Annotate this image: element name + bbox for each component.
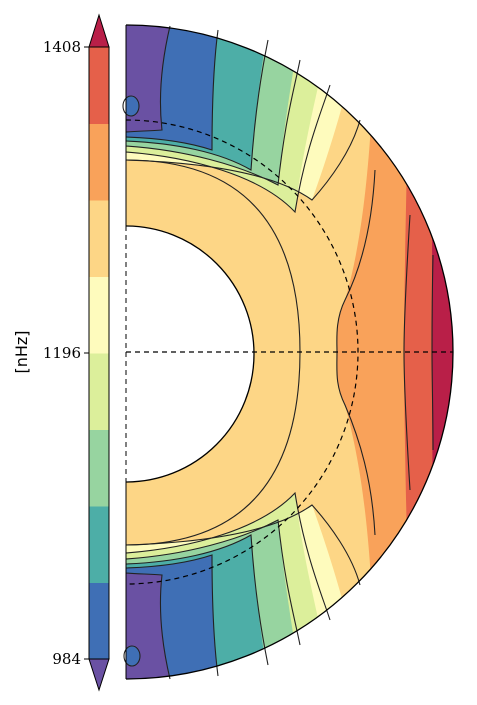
colorbar-unit-label: [nHz] [12,330,31,373]
colorbar-segment [89,200,109,277]
colorbar-extend-top-arrow [88,13,110,48]
polar-blob-bottom [126,646,140,666]
colorbar-segments [89,47,109,660]
colorbar-segment [89,506,109,583]
colorbar-segment [89,582,109,660]
colorbar-segment [89,429,109,507]
colorbar-ticks: 1408 1196 984 [43,38,89,668]
rotation-band-4 [126,25,330,679]
colorbar: 1408 1196 984 [nHz] [12,13,110,692]
tachocline-dashed-arc [125,119,359,585]
rotation-band-5 [126,25,360,679]
colorbar-segment [89,47,109,124]
colorbar-tick-label: 1196 [43,344,81,362]
rotation-band-pole [126,25,170,679]
colorbar-tick-label: 984 [52,650,81,668]
inner-boundary [125,225,255,483]
colorbar-extend-bottom-arrow [88,658,110,692]
colorbar-segment [89,353,109,430]
colorbar-segment [89,123,109,201]
colorbar-segment [89,276,109,354]
meridional-plane [122,24,454,680]
polar-blob-top [126,96,139,116]
colorbar-tick-label: 1408 [43,38,81,56]
